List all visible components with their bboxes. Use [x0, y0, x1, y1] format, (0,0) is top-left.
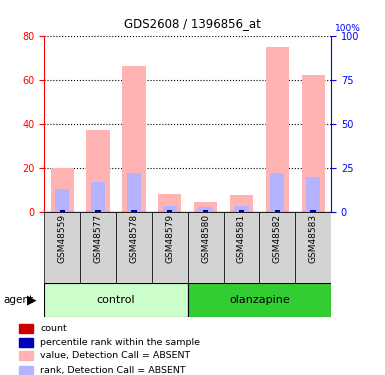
Bar	[55, 189, 69, 212]
Bar	[91, 182, 105, 212]
Bar	[44, 283, 188, 317]
Bar	[295, 212, 331, 283]
Bar	[122, 66, 146, 212]
Bar	[301, 75, 325, 212]
Text: GSM48559: GSM48559	[58, 214, 67, 263]
Bar	[162, 206, 177, 212]
Bar	[266, 46, 289, 212]
Bar	[86, 130, 110, 212]
Text: count: count	[40, 324, 67, 333]
Bar	[95, 210, 101, 212]
Bar	[152, 212, 188, 283]
Bar	[270, 173, 285, 212]
Bar	[167, 210, 172, 212]
Bar	[259, 212, 295, 283]
Bar	[310, 210, 316, 212]
Bar	[275, 210, 280, 212]
Text: GSM48577: GSM48577	[94, 214, 102, 263]
Bar	[198, 207, 213, 212]
Bar	[127, 173, 141, 212]
Text: control: control	[97, 295, 135, 305]
Bar	[239, 210, 244, 212]
Bar	[203, 210, 208, 212]
Bar	[95, 210, 101, 212]
Text: GSM48579: GSM48579	[165, 214, 174, 263]
Bar	[131, 210, 137, 212]
Text: 100%: 100%	[335, 24, 361, 33]
Bar	[188, 283, 331, 317]
Text: GDS2608 / 1396856_at: GDS2608 / 1396856_at	[124, 17, 261, 30]
Bar	[19, 324, 33, 333]
Bar	[116, 212, 152, 283]
Bar	[306, 177, 320, 212]
Bar	[203, 210, 208, 212]
Bar	[167, 210, 172, 212]
Bar	[158, 194, 181, 212]
Text: agent: agent	[4, 295, 34, 305]
Bar	[19, 366, 33, 375]
Bar	[194, 202, 217, 212]
Bar	[234, 206, 249, 212]
Bar	[224, 212, 259, 283]
Bar	[60, 210, 65, 212]
Bar	[131, 210, 137, 212]
Bar	[19, 351, 33, 360]
Text: GSM48580: GSM48580	[201, 214, 210, 263]
Bar	[230, 195, 253, 212]
Bar	[188, 212, 224, 283]
Text: olanzapine: olanzapine	[229, 295, 290, 305]
Bar	[310, 210, 316, 212]
Bar	[80, 212, 116, 283]
Text: rank, Detection Call = ABSENT: rank, Detection Call = ABSENT	[40, 366, 186, 375]
Text: percentile rank within the sample: percentile rank within the sample	[40, 338, 200, 347]
Text: GSM48578: GSM48578	[129, 214, 139, 263]
Bar	[19, 338, 33, 347]
Text: GSM48582: GSM48582	[273, 214, 282, 263]
Bar	[239, 210, 244, 212]
Text: GSM48583: GSM48583	[309, 214, 318, 263]
Text: value, Detection Call = ABSENT: value, Detection Call = ABSENT	[40, 351, 191, 360]
Bar	[44, 212, 80, 283]
Bar	[60, 210, 65, 212]
Bar	[50, 168, 74, 212]
Text: ▶: ▶	[27, 294, 37, 306]
Text: GSM48581: GSM48581	[237, 214, 246, 263]
Bar	[275, 210, 280, 212]
